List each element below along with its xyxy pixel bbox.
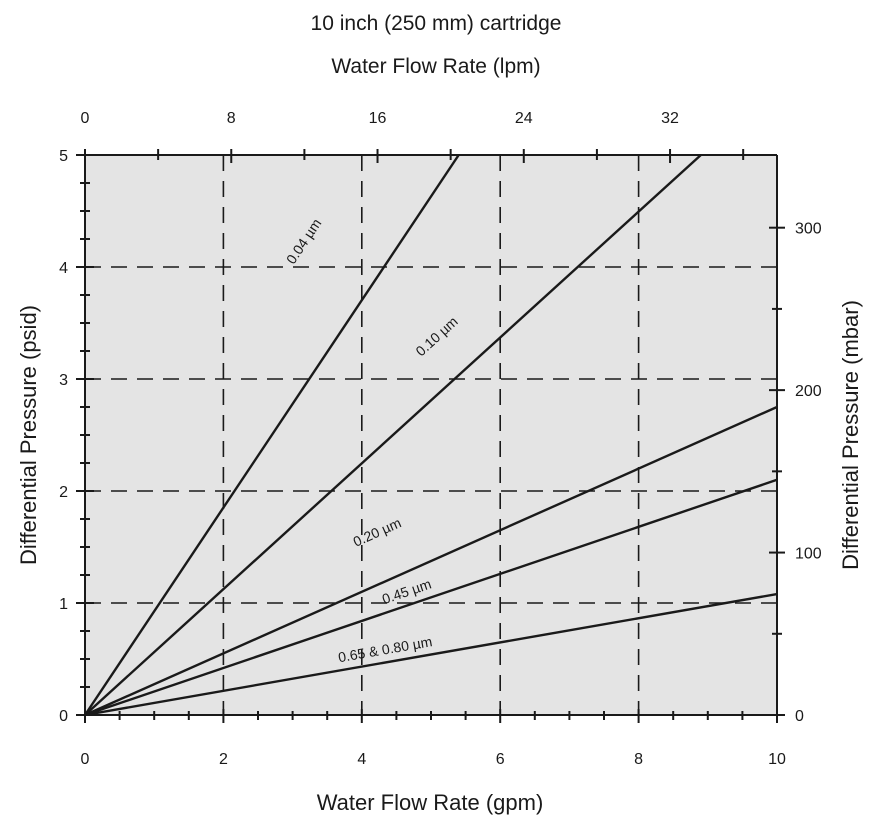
x-top-tick-label: 16 [369,110,387,127]
y-tick-label: 0 [59,708,68,725]
x-top-tick-label: 0 [81,110,90,127]
series-line [84,478,778,717]
y-right-tick-label: 0 [795,708,804,725]
y-axis-label: Differential Pressure (psid) [16,305,41,565]
series-lines [84,154,778,717]
series-line [84,154,702,716]
y-tick-label: 1 [59,596,68,613]
series-line [84,405,778,717]
x-tick-label: 0 [81,751,90,768]
x-tick-label: 4 [357,751,366,768]
axis-ticks [76,149,785,723]
y-right-tick-label: 100 [795,546,822,563]
y-tick-label: 4 [59,260,68,277]
series-line [84,592,778,717]
x-top-tick-label: 8 [227,110,236,127]
y-right-tick-label: 200 [795,383,822,400]
y-right-tick-label: 300 [795,221,822,238]
x-top-axis-label: Water Flow Rate (lpm) [331,55,540,78]
x-axis-label: Water Flow Rate (gpm) [317,790,544,815]
chart-title: 10 inch (250 mm) cartridge [311,12,562,35]
series-line [84,154,460,716]
x-tick-label: 2 [219,751,228,768]
plot-area [85,155,777,715]
y-right-axis-label: Differential Pressure (mbar) [838,300,863,570]
x-tick-label: 8 [634,751,643,768]
y-tick-label: 2 [59,484,68,501]
x-top-tick-label: 24 [515,110,533,127]
y-tick-label: 3 [59,372,68,389]
x-tick-label: 10 [768,751,786,768]
y-tick-label: 5 [59,148,68,165]
x-top-tick-label: 32 [661,110,679,127]
grid-lines [85,155,777,715]
x-tick-label: 6 [496,751,505,768]
